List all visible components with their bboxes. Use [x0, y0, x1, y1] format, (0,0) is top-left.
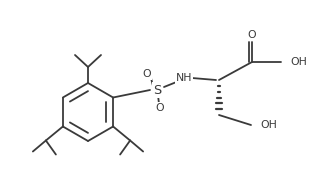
- Text: O: O: [143, 69, 151, 79]
- Text: O: O: [156, 103, 164, 113]
- Text: NH: NH: [176, 73, 192, 83]
- Text: OH: OH: [260, 120, 277, 130]
- Text: O: O: [248, 30, 256, 40]
- Text: S: S: [153, 84, 161, 97]
- Text: OH: OH: [290, 57, 307, 67]
